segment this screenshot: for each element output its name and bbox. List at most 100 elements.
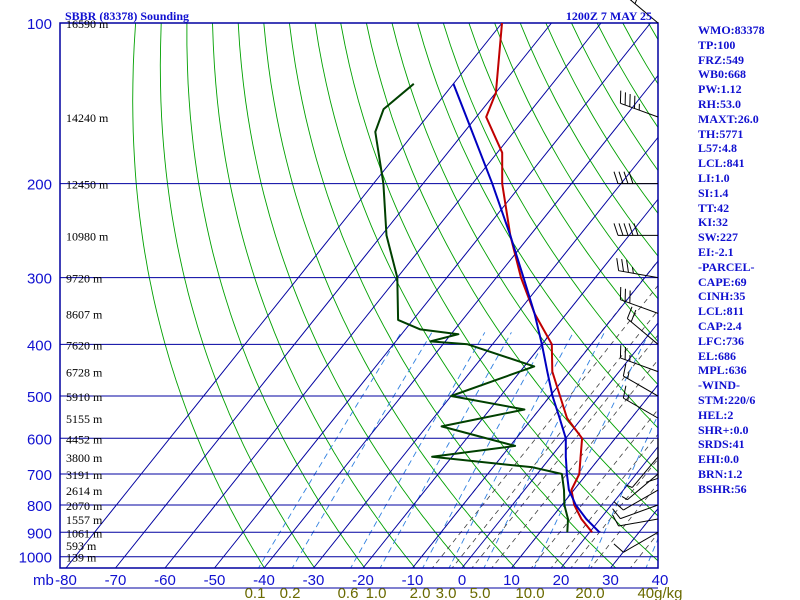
pressure-tick-label: 700 bbox=[27, 467, 52, 484]
isotherm-line bbox=[115, 22, 552, 569]
isotherm-line bbox=[164, 22, 602, 569]
wind-barb bbox=[629, 0, 659, 24]
wind-barb-flag bbox=[618, 171, 624, 184]
wind-barb-half-flag bbox=[627, 372, 630, 379]
stat-wind-header: -WIND- bbox=[698, 378, 740, 393]
stat-parcel-lcl: LCL:811 bbox=[698, 304, 745, 319]
mixing-ratio-line bbox=[422, 332, 550, 568]
wind-barb bbox=[612, 504, 659, 520]
dry-adiabat-line bbox=[159, 23, 316, 568]
stat-mpl: MPL:636 bbox=[698, 363, 747, 378]
mixing-ratio-label: 2.0 bbox=[410, 585, 431, 600]
wind-barb-flag bbox=[645, 477, 659, 483]
stat-frz: FRZ:549 bbox=[698, 52, 744, 67]
wind-barb bbox=[626, 456, 659, 488]
isotherm-line bbox=[610, 508, 659, 569]
wind-barb-staff bbox=[631, 456, 659, 488]
mixing-ratio-label: 0.6 bbox=[338, 585, 359, 600]
stat-th: TH:5771 bbox=[698, 126, 744, 141]
temperature-tick-label: 20 bbox=[553, 572, 570, 589]
dry-adiabat-line bbox=[365, 23, 658, 517]
temperature-tick-label: -10 bbox=[402, 572, 424, 589]
wind-barb-staff bbox=[627, 318, 659, 345]
temperature-tick-label: -50 bbox=[204, 572, 226, 589]
dry-adiabat-line bbox=[519, 23, 658, 257]
stat-wb0: WB0:668 bbox=[698, 67, 746, 82]
stat-si: SI:1.4 bbox=[698, 185, 729, 200]
observation-time: 1200Z 7 MAY 25 bbox=[566, 9, 652, 23]
height-label: 16590 m bbox=[66, 17, 109, 31]
wind-barb-staff bbox=[629, 0, 659, 24]
isotherm-line bbox=[412, 260, 659, 569]
wind-barb-flag bbox=[613, 223, 619, 236]
plot-frame bbox=[59, 22, 659, 589]
height-label: 12450 m bbox=[66, 178, 109, 192]
temperature-tick-label: -80 bbox=[55, 572, 77, 589]
stat-cap: CAP:2.4 bbox=[698, 318, 742, 333]
moist-adiabat-line bbox=[451, 309, 658, 568]
wind-barb bbox=[616, 258, 659, 279]
height-label: 14240 m bbox=[66, 111, 109, 125]
mixing-ratio-line bbox=[379, 332, 512, 568]
wind-barb-flag bbox=[623, 223, 629, 236]
wind-barb-staff bbox=[623, 375, 659, 397]
y-axis-unit-label: mb bbox=[33, 572, 54, 589]
pressure-tick-label: 200 bbox=[27, 177, 52, 194]
wind-barb-flag bbox=[612, 514, 620, 527]
temperature-line bbox=[485, 23, 593, 533]
height-label: 139 m bbox=[66, 551, 97, 565]
mixing-ratio-label: 20.0 bbox=[575, 585, 604, 600]
mixing-ratio-label: 40g/kg bbox=[637, 585, 682, 600]
wind-barb bbox=[622, 363, 659, 397]
height-label: 1061 m bbox=[66, 526, 103, 540]
dry-adiabat-line bbox=[442, 23, 658, 386]
wind-barb bbox=[613, 531, 659, 553]
height-label: 3800 m bbox=[66, 451, 103, 465]
stat-pw: PW:1.12 bbox=[698, 82, 742, 97]
mixing-ratio-line bbox=[291, 332, 433, 568]
pressure-tick-label: 300 bbox=[27, 271, 52, 288]
temperature-tick-label: -40 bbox=[253, 572, 275, 589]
mixing-ratio-label: 0.2 bbox=[280, 585, 301, 600]
isotherm-line bbox=[511, 384, 659, 569]
mixing-ratio-label: 5.0 bbox=[470, 585, 491, 600]
temperature-tick-label: 10 bbox=[503, 572, 520, 589]
isotherm-line bbox=[65, 22, 503, 569]
isotherm-line bbox=[214, 22, 651, 569]
dry-adiabat-line bbox=[494, 23, 658, 300]
wind-barb bbox=[613, 223, 658, 236]
pressure-tick-label: 600 bbox=[27, 431, 52, 448]
temperature-tick-label: -70 bbox=[105, 572, 127, 589]
temperature-tick-label: -20 bbox=[352, 572, 374, 589]
height-label: 5155 m bbox=[66, 412, 103, 426]
wind-barb-staff bbox=[620, 299, 659, 314]
isotherm-line bbox=[313, 137, 659, 569]
wind-barb bbox=[621, 473, 659, 501]
wind-barb bbox=[612, 514, 659, 527]
mixing-ratio-label: 10.0 bbox=[515, 585, 544, 600]
temperature-tick-label: 30 bbox=[602, 572, 619, 589]
wind-barb bbox=[613, 171, 658, 185]
wind-barb bbox=[619, 287, 659, 314]
stat-el: EL:686 bbox=[698, 348, 737, 363]
wind-barb-flag bbox=[613, 171, 619, 184]
stat-sw: SW:227 bbox=[698, 230, 739, 245]
temperature-tick-label: 40 bbox=[652, 572, 669, 589]
wind-barb-flag bbox=[612, 508, 621, 519]
stat-rh: RH:53.0 bbox=[698, 96, 741, 111]
profile-lines bbox=[374, 23, 601, 534]
isotherm-line bbox=[263, 75, 659, 569]
grid-lines bbox=[60, 22, 659, 569]
wind-barb-flag bbox=[621, 258, 625, 272]
wind-barb-flag bbox=[623, 171, 629, 184]
height-label: 2070 m bbox=[66, 499, 103, 513]
dry-adiabat-line bbox=[212, 23, 416, 568]
height-label: 7620 m bbox=[66, 338, 103, 352]
wind-barb-flag bbox=[616, 258, 620, 271]
dry-adiabat-line bbox=[263, 23, 517, 568]
mixing-ratio-label: 3.0 bbox=[436, 585, 457, 600]
mixing-ratio-label: 0.1 bbox=[245, 585, 266, 600]
mixing-ratio-line bbox=[350, 332, 486, 568]
pressure-tick-label: 800 bbox=[27, 498, 52, 515]
